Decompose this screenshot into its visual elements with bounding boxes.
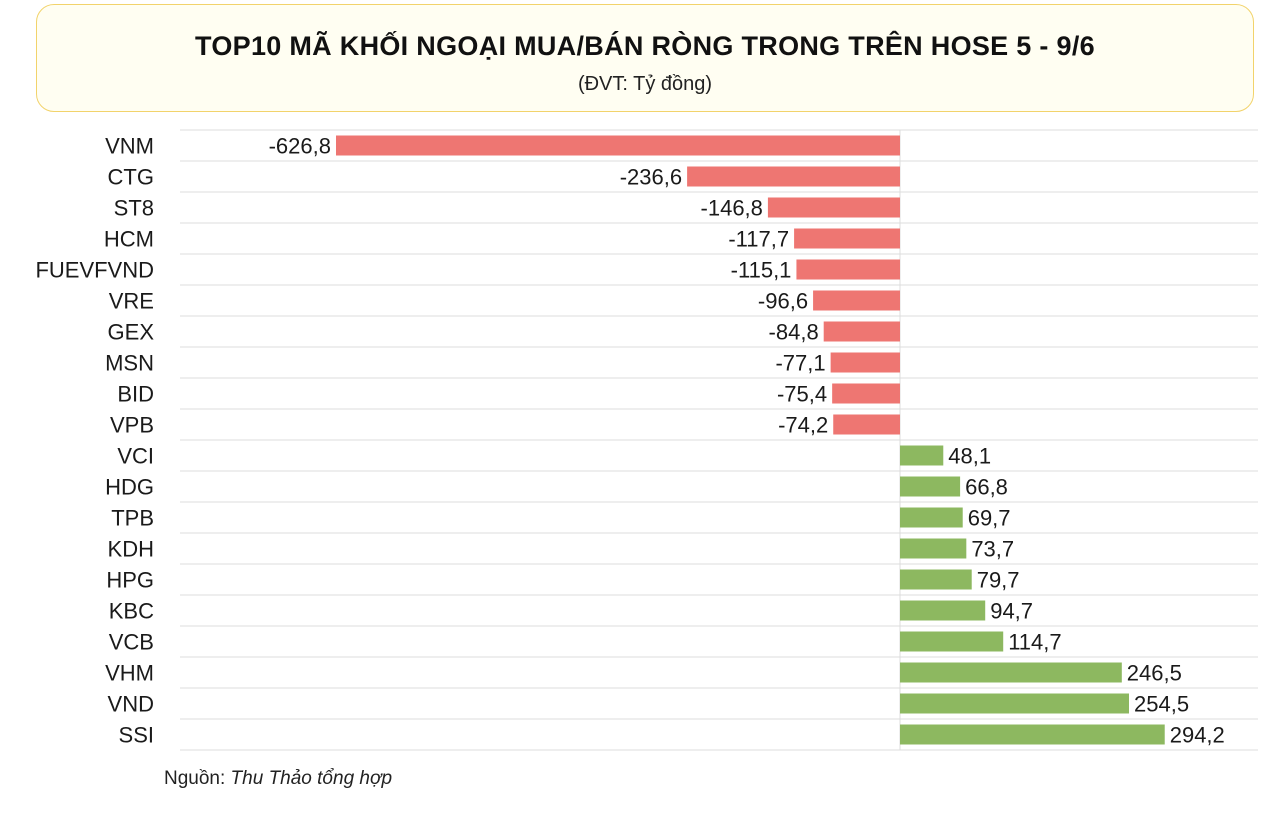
- source-label: Nguồn:: [164, 768, 231, 789]
- category-label: VND: [108, 692, 154, 717]
- category-label: HDG: [105, 475, 154, 500]
- title-box: TOP10 MÃ KHỐI NGOẠI MUA/BÁN RÒNG TRONG T…: [36, 4, 1254, 112]
- data-label: 94,7: [990, 599, 1033, 624]
- category-label: VCB: [109, 630, 154, 655]
- bar-vci: [900, 445, 944, 466]
- data-label: -117,7: [728, 227, 789, 252]
- bar-ctg: [687, 166, 900, 187]
- data-label: 66,8: [965, 475, 1008, 500]
- data-label: 294,2: [1170, 723, 1225, 748]
- data-label: 246,5: [1127, 661, 1182, 686]
- bar-hpg: [900, 569, 972, 590]
- data-label: 79,7: [977, 568, 1020, 593]
- category-label: MSN: [105, 351, 154, 376]
- data-label: 114,7: [1008, 630, 1061, 655]
- data-label: 48,1: [948, 444, 991, 469]
- data-label: -96,6: [758, 289, 808, 314]
- category-label: TPB: [111, 506, 154, 531]
- category-label: CTG: [108, 165, 154, 190]
- category-label: ST8: [114, 196, 154, 221]
- chart-title: TOP10 MÃ KHỐI NGOẠI MUA/BÁN RÒNG TRONG T…: [195, 31, 1095, 61]
- category-label: FUEVFVND: [35, 258, 154, 283]
- bar-tpb: [900, 507, 963, 528]
- bar-bid: [832, 383, 900, 404]
- bar-gex: [823, 321, 900, 342]
- data-label: 69,7: [968, 506, 1011, 531]
- bar-kbc: [900, 600, 986, 621]
- bar-msn: [830, 352, 900, 373]
- category-label: SSI: [119, 723, 154, 748]
- bar-vnd: [900, 693, 1130, 714]
- category-label: KBC: [109, 599, 154, 624]
- bar-hdg: [900, 476, 961, 497]
- source-author: Thu Thảo tổng hợp: [230, 768, 393, 789]
- chart-subtitle: (ĐVT: Tỷ đồng): [577, 73, 713, 95]
- data-label: -146,8: [701, 196, 763, 221]
- category-label: HCM: [104, 227, 154, 252]
- bar-chart: VNM -626,8 CTG -236,6 ST8 -146,8 HCM -117,7 FUEV…: [35, 129, 1258, 751]
- data-label: -77,1: [775, 351, 825, 376]
- data-label: -75,4: [777, 382, 827, 407]
- bar-ssi: [900, 724, 1165, 745]
- bar-vnm: [336, 135, 900, 156]
- category-label: VRE: [109, 289, 154, 314]
- bar-vre: [813, 290, 900, 311]
- category-label: KDH: [108, 537, 154, 562]
- category-label: GEX: [108, 320, 155, 345]
- bar-vpb: [833, 414, 900, 435]
- data-label: -626,8: [269, 134, 331, 159]
- bar-kdh: [900, 538, 967, 559]
- category-label: VNM: [105, 134, 154, 159]
- bar-fuevfvnd: [796, 259, 900, 280]
- category-label: HPG: [106, 568, 154, 593]
- bar-vcb: [900, 631, 1004, 652]
- category-label: VCI: [117, 444, 154, 469]
- source-note: Nguồn: Thu Thảo tổng hợp: [164, 768, 392, 790]
- data-label: -74,2: [778, 413, 828, 438]
- bar-hcm: [794, 228, 900, 249]
- category-label: VHM: [105, 661, 154, 686]
- category-label: VPB: [110, 413, 154, 438]
- data-label: 73,7: [971, 537, 1014, 562]
- data-label: -115,1: [731, 258, 792, 283]
- data-label: -84,8: [769, 320, 819, 345]
- data-label: 254,5: [1134, 692, 1189, 717]
- bar-st8: [767, 197, 900, 218]
- category-label: BID: [117, 382, 154, 407]
- bar-vhm: [900, 662, 1122, 683]
- data-label: -236,6: [620, 165, 682, 190]
